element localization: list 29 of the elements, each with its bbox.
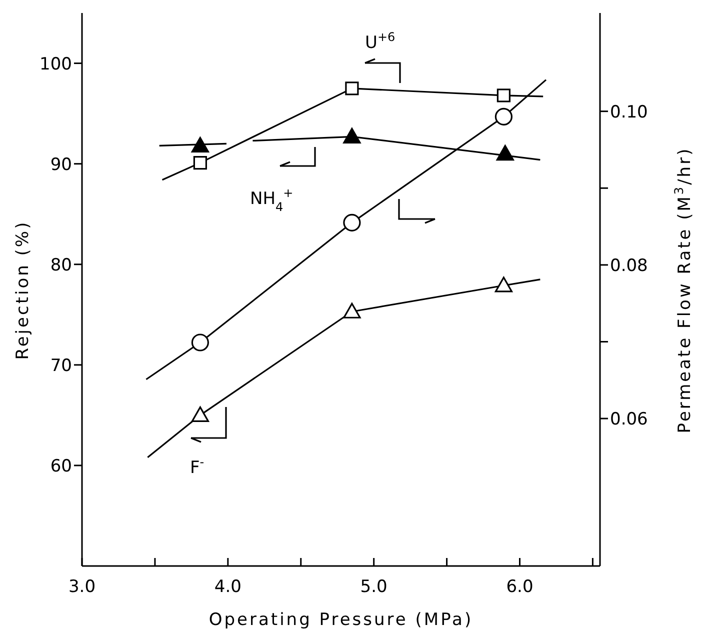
x-tick-label: 6.0 <box>506 577 534 597</box>
y-tick-label: 70 <box>50 356 72 376</box>
point <box>191 334 209 352</box>
point <box>343 302 361 318</box>
point <box>193 156 207 170</box>
point <box>496 144 514 161</box>
point <box>494 108 512 126</box>
annotation: F$^{-}$ <box>190 455 204 478</box>
y-tick-label: 90 <box>50 154 72 175</box>
point <box>494 276 512 292</box>
point <box>345 82 359 96</box>
x-tick-label: 5.0 <box>360 577 388 597</box>
x-tick-label: 4.0 <box>214 577 242 597</box>
annotation: U$^{+6}$ <box>365 30 396 53</box>
y-tick-label: 80 <box>50 255 72 276</box>
y-axis-title: Rejection (%) <box>13 220 33 360</box>
line-series <box>145 79 547 380</box>
point <box>343 214 361 232</box>
y2-tick-label: 0.10 <box>610 102 648 122</box>
y-tick-label: 100 <box>40 54 72 74</box>
x-axis-title: Operating Pressure (MPa) <box>208 610 474 630</box>
point <box>191 136 209 153</box>
point <box>496 88 510 102</box>
y2-tick-label: 0.06 <box>610 410 648 430</box>
point <box>343 128 361 144</box>
point <box>191 406 209 422</box>
y-tick-label: 60 <box>50 456 72 476</box>
x-tick-label: 3.0 <box>68 577 96 597</box>
y2-tick-label: 0.08 <box>610 256 648 276</box>
